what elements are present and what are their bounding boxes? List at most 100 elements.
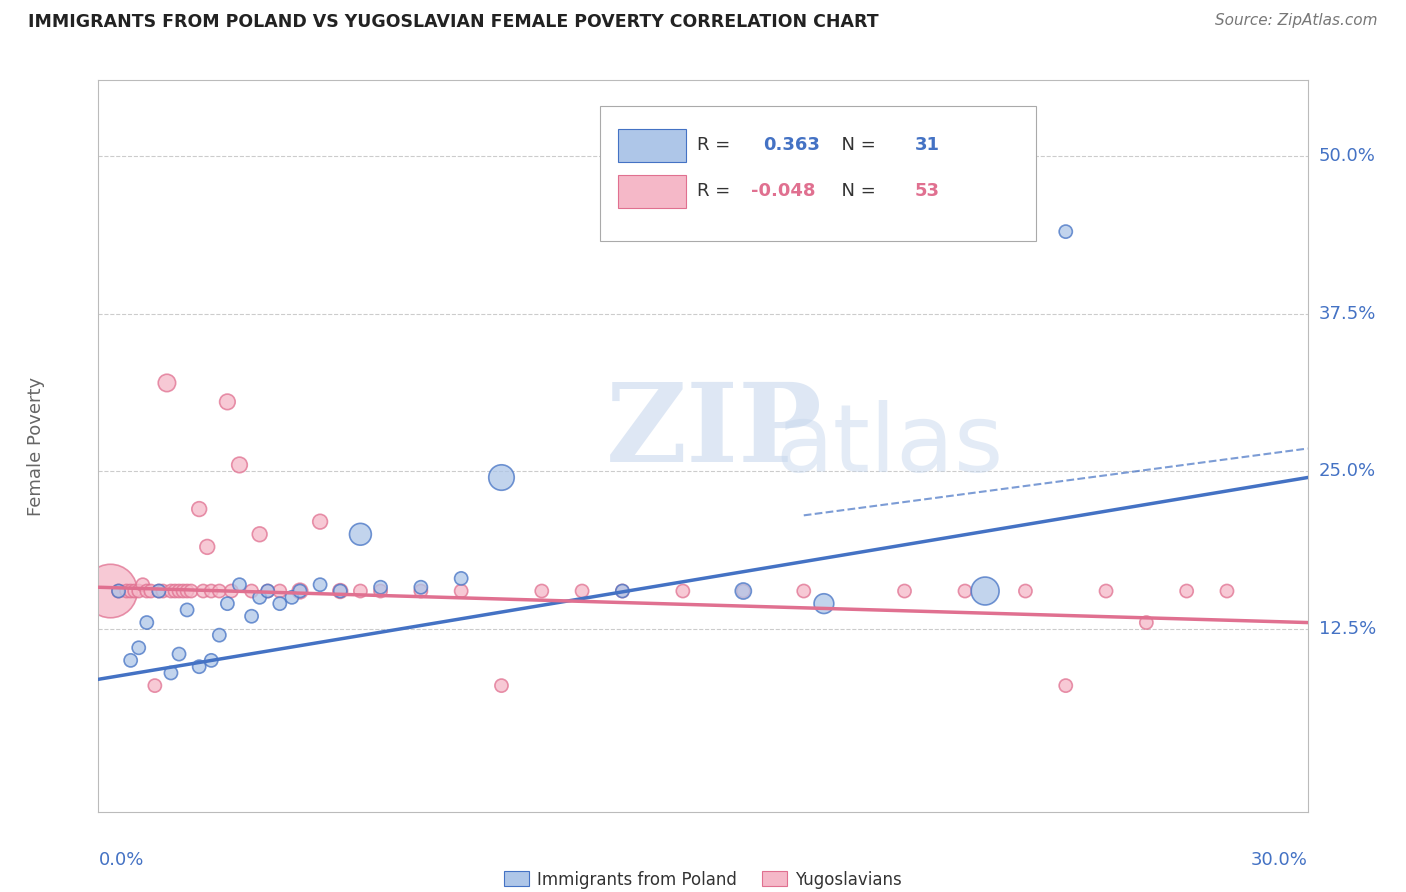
Point (128, 584, 150, 599)
Text: -0.048: -0.048 (751, 183, 815, 201)
Point (309, 515, 332, 529)
Point (349, 527, 371, 541)
Point (1054, 225, 1077, 239)
Text: 0.0%: 0.0% (98, 851, 143, 869)
Text: 12.5%: 12.5% (1319, 620, 1376, 638)
Text: Female Poverty: Female Poverty (27, 376, 45, 516)
Point (409, 580, 432, 594)
Point (409, 584, 432, 599)
Point (200, 584, 222, 599)
Point (167, 584, 190, 599)
Point (733, 584, 755, 599)
Point (249, 591, 271, 605)
Point (269, 584, 291, 599)
FancyBboxPatch shape (619, 175, 686, 209)
Text: 53: 53 (915, 183, 939, 201)
Point (208, 628, 231, 642)
Point (188, 659, 211, 673)
Point (156, 376, 179, 390)
Text: ZIP: ZIP (606, 378, 823, 485)
Text: R =: R = (697, 136, 735, 154)
Point (309, 578, 332, 592)
Point (1175, 584, 1198, 599)
Point (612, 584, 634, 599)
Text: N =: N = (830, 183, 882, 201)
Point (148, 584, 170, 599)
Text: 0.363: 0.363 (763, 136, 820, 154)
Point (176, 584, 198, 599)
Text: 31: 31 (915, 136, 939, 154)
Point (172, 584, 194, 599)
Point (953, 584, 976, 599)
Point (100, 584, 122, 599)
Point (160, 584, 183, 599)
Point (167, 647, 190, 661)
Point (491, 470, 513, 484)
Point (672, 584, 695, 599)
Text: IMMIGRANTS FROM POLAND VS YUGOSLAVIAN FEMALE POVERTY CORRELATION CHART: IMMIGRANTS FROM POLAND VS YUGOSLAVIAN FE… (28, 13, 879, 31)
Point (612, 584, 634, 599)
Point (269, 597, 291, 611)
Text: atlas: atlas (776, 400, 1004, 492)
Point (208, 584, 231, 599)
Point (221, 584, 243, 599)
Point (217, 597, 239, 611)
Point (256, 584, 278, 599)
Point (450, 571, 472, 585)
Point (193, 584, 215, 599)
Point (152, 584, 174, 599)
Point (329, 584, 352, 599)
Point (256, 584, 278, 599)
Point (1135, 615, 1157, 630)
Point (228, 458, 250, 472)
Point (217, 395, 239, 409)
Point (240, 609, 263, 624)
Point (120, 653, 142, 667)
FancyBboxPatch shape (619, 128, 686, 162)
Point (115, 584, 138, 599)
Point (450, 584, 472, 599)
Point (281, 591, 304, 605)
Point (249, 527, 271, 541)
Point (329, 584, 352, 599)
Point (180, 584, 202, 599)
Point (733, 584, 755, 599)
Point (107, 584, 129, 599)
Text: Source: ZipAtlas.com: Source: ZipAtlas.com (1215, 13, 1378, 29)
Point (370, 584, 392, 599)
Point (370, 580, 392, 594)
Point (793, 584, 815, 599)
Point (974, 584, 997, 599)
Point (143, 679, 166, 693)
Point (200, 653, 222, 667)
Point (139, 584, 162, 599)
Point (135, 615, 157, 630)
Point (135, 584, 157, 599)
Point (195, 540, 218, 554)
Point (1095, 584, 1118, 599)
Point (132, 578, 155, 592)
Point (160, 665, 183, 680)
Point (288, 584, 311, 599)
Point (893, 584, 915, 599)
Point (530, 584, 553, 599)
Point (1054, 679, 1077, 693)
Text: N =: N = (830, 136, 882, 154)
Point (813, 597, 835, 611)
Text: 25.0%: 25.0% (1319, 462, 1376, 480)
Point (148, 584, 170, 599)
Point (571, 584, 593, 599)
Point (188, 502, 211, 516)
Point (491, 679, 513, 693)
Point (349, 584, 371, 599)
Legend: Immigrants from Poland, Yugoslavians: Immigrants from Poland, Yugoslavians (498, 864, 908, 892)
Point (163, 584, 186, 599)
Point (240, 584, 263, 599)
Text: 30.0%: 30.0% (1251, 851, 1308, 869)
Point (1014, 584, 1036, 599)
Point (176, 603, 198, 617)
Point (288, 584, 311, 599)
Text: R =: R = (697, 183, 735, 201)
Point (124, 584, 146, 599)
Point (120, 584, 142, 599)
